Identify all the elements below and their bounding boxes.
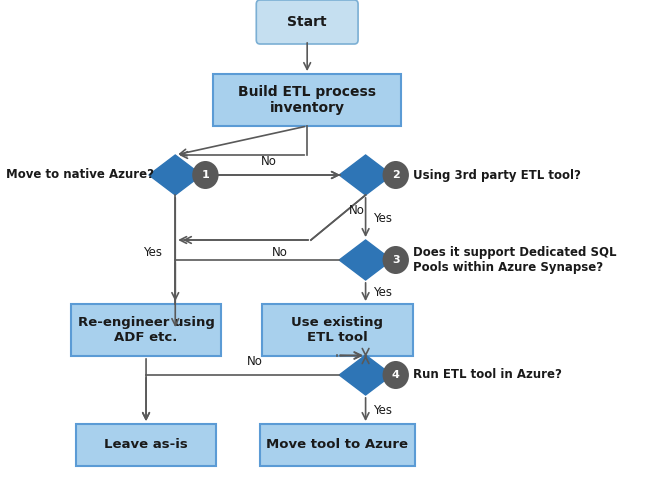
Circle shape: [383, 161, 409, 189]
Text: Yes: Yes: [373, 404, 392, 417]
Text: Start: Start: [288, 15, 327, 29]
Text: Using 3rd party ETL tool?: Using 3rd party ETL tool?: [413, 169, 580, 182]
Polygon shape: [149, 155, 201, 195]
FancyBboxPatch shape: [76, 424, 216, 466]
Polygon shape: [339, 155, 392, 195]
Text: Does it support Dedicated SQL
Pools within Azure Synapse?: Does it support Dedicated SQL Pools with…: [413, 246, 616, 274]
Text: Yes: Yes: [373, 211, 392, 225]
Text: No: No: [261, 155, 276, 168]
Text: No: No: [271, 247, 288, 259]
FancyBboxPatch shape: [256, 0, 358, 44]
Text: Yes: Yes: [143, 247, 162, 259]
Polygon shape: [339, 355, 392, 395]
Circle shape: [383, 361, 409, 389]
Text: No: No: [246, 355, 262, 368]
Circle shape: [192, 161, 218, 189]
FancyBboxPatch shape: [70, 304, 222, 356]
Text: 1: 1: [201, 170, 209, 180]
Text: Run ETL tool in Azure?: Run ETL tool in Azure?: [413, 369, 561, 381]
Polygon shape: [339, 240, 392, 280]
Text: 3: 3: [392, 255, 400, 265]
Text: Build ETL process
inventory: Build ETL process inventory: [238, 85, 376, 115]
Text: Move to native Azure?: Move to native Azure?: [6, 169, 154, 182]
Text: No: No: [349, 203, 364, 216]
Text: Use existing
ETL tool: Use existing ETL tool: [291, 316, 383, 344]
FancyBboxPatch shape: [262, 304, 413, 356]
Text: Yes: Yes: [373, 286, 392, 299]
Text: Leave as-is: Leave as-is: [104, 438, 188, 451]
FancyBboxPatch shape: [213, 74, 402, 126]
Circle shape: [383, 246, 409, 274]
Text: Move tool to Azure: Move tool to Azure: [266, 438, 408, 451]
FancyBboxPatch shape: [260, 424, 415, 466]
Text: Re-engineer using
ADF etc.: Re-engineer using ADF etc.: [78, 316, 215, 344]
Text: 2: 2: [392, 170, 400, 180]
Text: 4: 4: [392, 370, 400, 380]
